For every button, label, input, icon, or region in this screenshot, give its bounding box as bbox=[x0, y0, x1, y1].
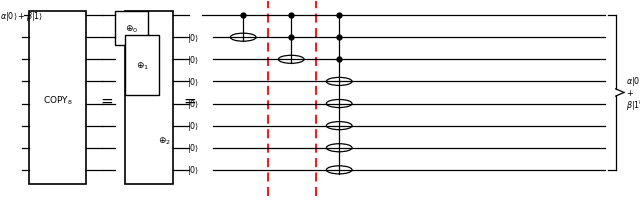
Circle shape bbox=[326, 144, 352, 152]
Circle shape bbox=[326, 122, 352, 130]
Text: $|0\rangle$: $|0\rangle$ bbox=[188, 98, 200, 110]
Text: $=$: $=$ bbox=[180, 93, 197, 107]
Circle shape bbox=[326, 100, 352, 108]
Text: $|0\rangle$: $|0\rangle$ bbox=[188, 32, 200, 44]
Text: $|0\rangle$: $|0\rangle$ bbox=[188, 120, 200, 132]
Text: $\mathrm{COPY}_8$: $\mathrm{COPY}_8$ bbox=[43, 94, 72, 106]
Text: $|0\rangle$: $|0\rangle$ bbox=[188, 164, 200, 176]
Text: $\alpha|0\rangle + \beta|1\rangle$: $\alpha|0\rangle + \beta|1\rangle$ bbox=[0, 10, 44, 22]
Text: $\oplus_2$: $\oplus_2$ bbox=[158, 135, 172, 147]
FancyBboxPatch shape bbox=[29, 12, 86, 184]
Text: $=$: $=$ bbox=[97, 93, 114, 107]
Circle shape bbox=[278, 56, 304, 64]
Text: $\oplus_1$: $\oplus_1$ bbox=[136, 60, 148, 72]
Text: $\alpha|0^8\rangle$: $\alpha|0^8\rangle$ bbox=[626, 74, 640, 88]
Text: $\beta|1^8\rangle$: $\beta|1^8\rangle$ bbox=[626, 98, 640, 112]
Circle shape bbox=[326, 78, 352, 86]
Text: $|0\rangle$: $|0\rangle$ bbox=[188, 142, 200, 154]
FancyBboxPatch shape bbox=[125, 36, 159, 96]
Circle shape bbox=[326, 166, 352, 174]
Text: $|0\rangle$: $|0\rangle$ bbox=[188, 76, 200, 88]
Text: $|0\rangle$: $|0\rangle$ bbox=[188, 54, 200, 66]
Circle shape bbox=[230, 34, 256, 42]
Text: $+$: $+$ bbox=[626, 88, 634, 98]
FancyBboxPatch shape bbox=[125, 12, 173, 184]
FancyBboxPatch shape bbox=[115, 12, 148, 46]
Text: $\oplus_0$: $\oplus_0$ bbox=[125, 23, 138, 35]
